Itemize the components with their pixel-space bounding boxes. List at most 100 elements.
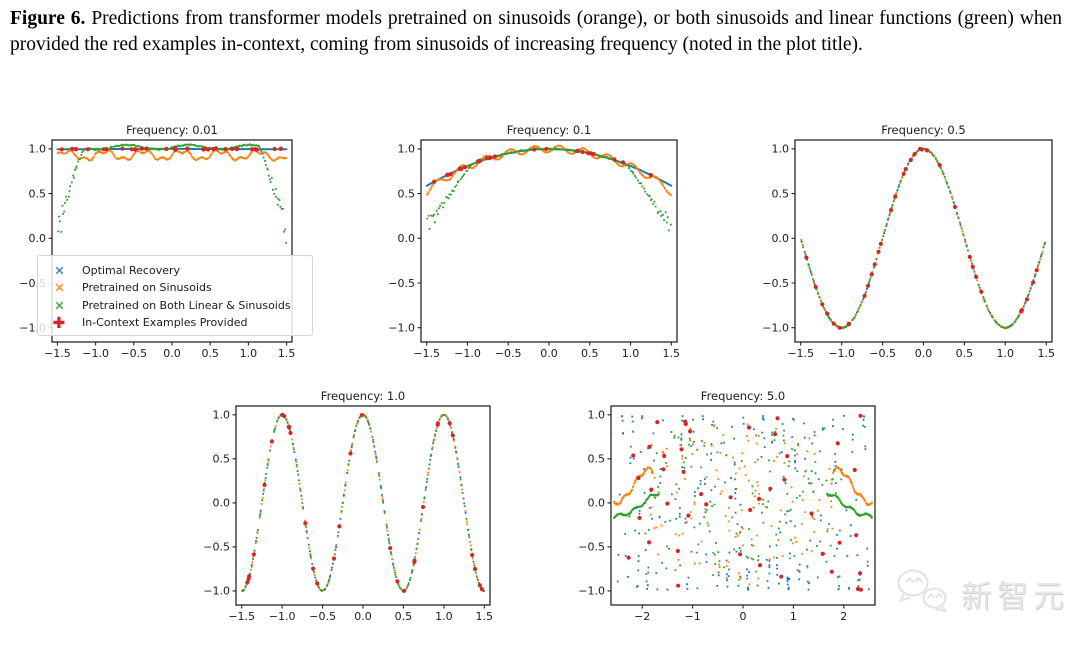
x-tick-label: −1.5	[228, 610, 255, 623]
x-tick-label: 1.0	[997, 347, 1015, 360]
legend-item: Optimal Recovery	[46, 262, 304, 279]
series-blue	[241, 413, 485, 592]
x-tick-label: −0.5	[495, 347, 522, 360]
subplot-series-freq-0-01	[56, 143, 288, 244]
y-tick-label: 0.5	[213, 453, 231, 466]
y-tick-label: −0.5	[762, 277, 789, 290]
legend-item-label: In-Context Examples Provided	[82, 315, 248, 329]
series-orange	[57, 149, 288, 162]
y-tick-label: 0.5	[29, 187, 47, 200]
series-orange	[613, 423, 873, 586]
series-blue	[616, 415, 870, 591]
x-tick-label: 0.5	[201, 347, 219, 360]
subplot-title: Frequency: 1.0	[321, 389, 405, 403]
subplot-freq-1-0: −1.5 −1.0 −0.5 0.0 0.5 1.0 1.5 1.0 0.5 0.0 −0.5 −1.…	[203, 389, 493, 623]
axis-labels: −1.5 −1.0 −0.5 0.0 0.5 1.0 1.51.00.50.0−0.5−1.…	[762, 143, 1055, 360]
axis-ticks	[232, 414, 485, 609]
y-tick-label: −1.0	[203, 585, 230, 598]
y-tick-label: 0.5	[772, 187, 790, 200]
x-tick-label: −1.5	[787, 347, 814, 360]
subplot-freq-0-01: −1.5 −1.0 −0.5 0.0 0.5 1.0 1.51.00.50.0−0.5−1.…	[19, 123, 295, 360]
legend-marker-icon	[53, 316, 65, 328]
x-tick-label: 1.5	[663, 347, 681, 360]
legend-item-label: Pretrained on Sinusoids	[82, 281, 212, 295]
subplot-series-freq-0-5	[800, 146, 1046, 330]
y-tick-label: 0.0	[588, 497, 606, 510]
y-tick-label: 1.0	[588, 409, 606, 422]
axis-ticks	[607, 414, 845, 609]
watermark: 新智元	[896, 568, 1069, 618]
legend-marker-icon	[55, 283, 64, 292]
y-tick-label: 1.0	[29, 143, 47, 156]
subplot-title: Frequency: 0.5	[881, 123, 965, 137]
y-tick-label: −1.0	[388, 322, 415, 335]
y-tick-label: 1.0	[213, 409, 231, 422]
series-orange	[241, 413, 484, 593]
x-tick-label: −0.5	[869, 347, 896, 360]
axis-labels: −1.5 −1.0 −0.5 0.0 0.5 1.0 1.51.00.50.0−0.5−1.…	[203, 409, 493, 623]
series-orange	[800, 148, 1046, 329]
series-red	[804, 146, 1039, 330]
axes-frame	[610, 405, 876, 606]
series-green	[800, 147, 1046, 330]
legend-marker-icon	[55, 266, 64, 275]
x-tick-label: −1	[684, 610, 700, 623]
plot-legend: Optimal Recovery Pretrained on Sinusoids…	[37, 255, 313, 336]
x-tick-label: 1.5	[1038, 347, 1056, 360]
subplot-title: Frequency: 0.01	[126, 123, 218, 137]
x-tick-label: −1.0	[82, 347, 109, 360]
x-tick-label: −1.0	[828, 347, 855, 360]
x-tick-label: −0.5	[309, 610, 336, 623]
watermark-text: 新智元	[961, 578, 1069, 615]
subplot-freq-0-1: −1.5 −1.0 −0.5 0.0 0.5 1.0 1.5 1.0 0.5 0.0 −0.5 −1.…	[388, 123, 680, 360]
x-tick-label: 1	[790, 610, 797, 623]
x-tick-label: 0.5	[395, 610, 413, 623]
subplot-series-freq-1-0	[241, 412, 485, 594]
y-tick-label: −0.5	[203, 541, 230, 554]
figure-caption-text: Predictions from transformer models pret…	[10, 8, 1062, 55]
x-tick-label: 1.0	[435, 610, 453, 623]
x-tick-label: 0.5	[581, 347, 599, 360]
series-green	[613, 427, 873, 578]
x-tick-label: −1.0	[454, 347, 481, 360]
series-red	[626, 413, 863, 592]
figure-caption: Figure 6. Predictions from transformer m…	[10, 6, 1062, 57]
series-green	[426, 147, 672, 232]
series-green	[241, 413, 485, 593]
wechat-bubbles-icon	[897, 569, 947, 613]
legend-item-label: Optimal Recovery	[82, 264, 181, 277]
series-orange	[426, 144, 672, 196]
axis-labels: −1.5 −1.0 −0.5 0.0 0.5 1.0 1.51.00.50.0−0.5−1.…	[19, 143, 295, 360]
axis-labels: −2 −1 0 1 2 1.0 0.5 0.0 −0.5 −1.0	[578, 409, 847, 623]
y-tick-label: 0.5	[588, 453, 606, 466]
x-tick-label: −1.5	[413, 347, 440, 360]
subplot-series-freq-0-1	[425, 144, 673, 232]
series-red	[245, 412, 484, 594]
axis-ticks	[417, 148, 672, 346]
subplot-freq-5-0: −2 −1 0 1 2 1.0 0.5 0.0 −0.5 −1.0 Frequency: 5.0	[578, 389, 876, 623]
axis-labels: −1.5 −1.0 −0.5 0.0 0.5 1.0 1.51.00.50.0−0.5−1.…	[388, 143, 680, 360]
legend-marker-icon	[55, 301, 64, 309]
x-tick-label: 1.5	[278, 347, 296, 360]
x-tick-label: 0.0	[915, 347, 933, 360]
legend-item: Pretrained on Sinusoids	[46, 279, 304, 296]
x-tick-label: −2	[634, 610, 650, 623]
x-tick-label: 1.0	[622, 347, 640, 360]
x-tick-label: 0	[740, 610, 747, 623]
y-tick-label: −0.5	[388, 277, 415, 290]
y-tick-label: 0.0	[398, 232, 416, 245]
x-tick-label: 0.5	[956, 347, 974, 360]
x-tick-label: 2	[840, 610, 847, 623]
figure-caption-label: Figure 6.	[10, 8, 86, 29]
x-tick-label: −0.5	[120, 347, 147, 360]
legend-item: In-Context Examples Provided	[46, 314, 304, 331]
y-tick-label: 0.0	[29, 232, 47, 245]
x-tick-label: 0.0	[540, 347, 558, 360]
legend-item: Pretrained on Both Linear & Sinusoids	[46, 297, 304, 314]
series-blue	[800, 148, 1046, 329]
x-tick-label: 0.0	[163, 347, 181, 360]
x-tick-label: −1.5	[44, 347, 71, 360]
series-red	[59, 146, 283, 152]
